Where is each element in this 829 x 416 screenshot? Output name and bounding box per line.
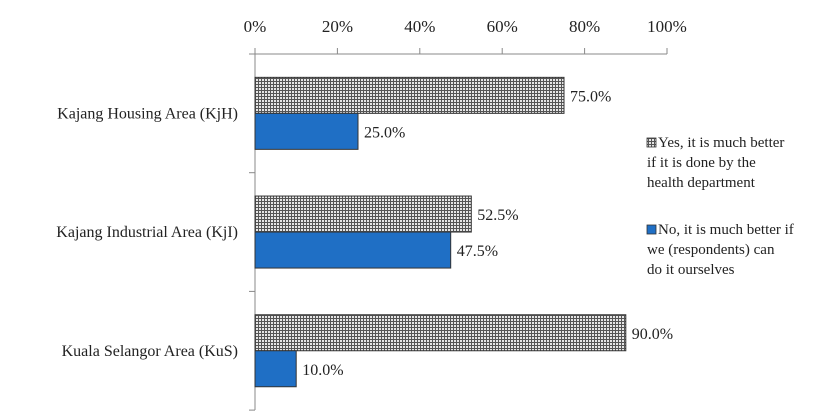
y-axis: Kajang Housing Area (KjH) Kajang Industri…	[56, 53, 256, 411]
x-tick-label: 60%	[487, 17, 518, 36]
legend-swatch-no	[646, 224, 657, 235]
bar-yes	[254, 195, 472, 233]
x-tick-label: 0%	[244, 17, 267, 36]
legend-label: do it ourselves	[647, 262, 735, 278]
x-tick-label: 80%	[569, 17, 600, 36]
category-label: Kajang Industrial Area (KjI)	[56, 224, 238, 241]
legend-label: we (respondents) can	[647, 242, 775, 258]
bar-no	[254, 231, 452, 269]
legend-label: if it is done by the	[647, 155, 756, 171]
legend-label: Yes, it is much better	[658, 135, 784, 151]
legend-swatch-yes	[646, 137, 657, 148]
data-label: 52.5%	[477, 207, 518, 224]
bars: 75.0% 25.0% 52.5% 47.5% 90.0% 10.0%	[254, 76, 673, 388]
category-label: Kuala Selangor Area (KuS)	[62, 343, 238, 360]
x-tick-label: 20%	[322, 17, 353, 36]
legend-label: No, it is much better if	[658, 222, 794, 238]
data-label: 10.0%	[302, 362, 343, 379]
data-label: 90.0%	[632, 326, 673, 343]
bar-no	[254, 112, 359, 150]
x-tick-label: 100%	[647, 17, 687, 36]
category-label: Kajang Housing Area (KjH)	[57, 105, 238, 122]
data-label: 47.5%	[457, 243, 498, 260]
data-label: 75.0%	[570, 88, 611, 105]
data-label: 25.0%	[364, 124, 405, 141]
bar-yes	[254, 76, 565, 114]
bar-yes	[254, 314, 627, 352]
bar-no	[254, 350, 297, 388]
x-tick-label: 40%	[404, 17, 435, 36]
legend: Yes, it is much better if it is done by t…	[646, 135, 794, 278]
x-axis: 0% 20% 40% 60% 80% 100%	[244, 17, 687, 55]
legend-label: health department	[647, 175, 756, 191]
